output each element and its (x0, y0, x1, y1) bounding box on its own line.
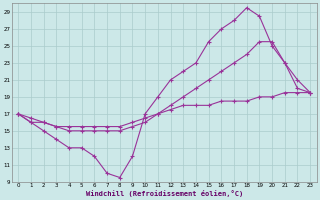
X-axis label: Windchill (Refroidissement éolien,°C): Windchill (Refroidissement éolien,°C) (85, 190, 243, 197)
